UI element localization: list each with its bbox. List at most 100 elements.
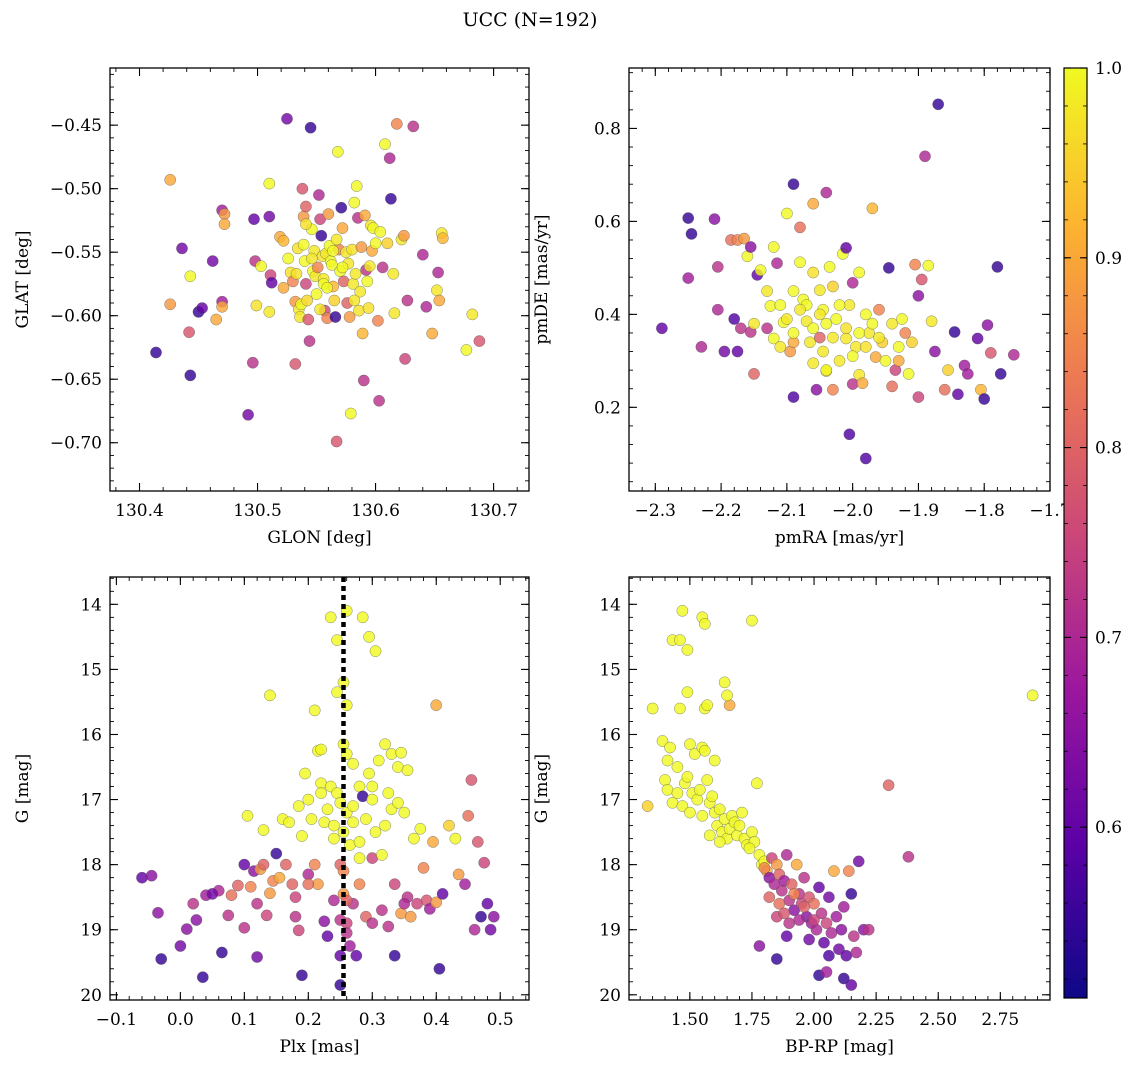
data-point xyxy=(948,326,961,338)
data-point xyxy=(322,208,335,220)
data-point xyxy=(379,819,391,832)
data-point xyxy=(713,836,726,848)
data-point xyxy=(825,927,838,939)
data-point xyxy=(701,699,713,711)
data-point xyxy=(661,784,674,796)
y-tick-label: 0.8 xyxy=(594,119,621,139)
colorbar-tick-label: 0.8 xyxy=(1095,439,1122,459)
data-point xyxy=(244,881,257,893)
axes-frame xyxy=(109,67,530,492)
data-point xyxy=(277,282,290,294)
data-point xyxy=(324,611,337,624)
data-point xyxy=(846,277,859,289)
data-point xyxy=(388,307,401,319)
data-point xyxy=(866,202,879,215)
data-point xyxy=(803,933,815,946)
data-point xyxy=(712,303,724,316)
data-point xyxy=(743,842,756,855)
data-point xyxy=(846,350,859,362)
y-axis-label: GLAT [deg] xyxy=(13,230,33,328)
colorbar-tick-label: 0.7 xyxy=(1095,628,1122,648)
data-point xyxy=(823,261,836,273)
data-point xyxy=(282,252,294,265)
data-point xyxy=(328,832,340,845)
data-point xyxy=(994,368,1007,380)
data-point xyxy=(754,264,767,276)
data-point xyxy=(206,888,219,900)
data-point xyxy=(369,237,382,250)
data-point xyxy=(330,233,343,246)
data-point xyxy=(174,940,187,952)
data-point xyxy=(761,322,773,335)
data-point xyxy=(329,311,342,323)
data-point xyxy=(340,699,353,711)
data-point xyxy=(433,963,446,975)
data-point xyxy=(748,368,760,380)
data-point xyxy=(414,823,427,835)
data-point xyxy=(681,771,694,783)
data-point xyxy=(385,193,397,205)
data-point xyxy=(671,787,684,799)
data-point xyxy=(296,969,308,982)
panel-proper-motion: −2.3 −2.2 −2.1 −2.0 −1.9 −1.8 −1.7 0.2 0.4 0.6 0.8… xyxy=(532,67,1071,548)
data-point xyxy=(718,676,731,689)
data-point xyxy=(431,284,443,297)
data-point xyxy=(356,327,369,340)
data-point xyxy=(306,252,318,265)
data-point xyxy=(853,327,865,339)
data-point xyxy=(713,803,726,816)
data-point xyxy=(685,228,698,240)
data-point xyxy=(473,335,486,347)
data-point xyxy=(218,218,231,230)
data-point xyxy=(283,816,295,829)
data-point xyxy=(661,754,674,767)
data-point xyxy=(817,345,829,358)
data-point xyxy=(922,259,935,272)
data-point xyxy=(761,285,773,297)
data-point xyxy=(823,891,835,903)
data-point xyxy=(366,917,379,929)
data-point xyxy=(808,897,820,910)
data-point xyxy=(860,341,872,353)
data-point xyxy=(912,290,925,302)
data-point xyxy=(723,699,736,711)
data-point xyxy=(664,741,676,754)
y-tick-label: −0.50 xyxy=(50,180,102,200)
data-point xyxy=(807,322,819,335)
data-point xyxy=(731,345,744,358)
data-point xyxy=(708,754,721,767)
data-point xyxy=(430,896,442,909)
data-point xyxy=(321,930,334,942)
colorbar-tick-label: 0.6 xyxy=(1095,818,1122,838)
data-point xyxy=(465,774,478,786)
y-tick-label: 14 xyxy=(80,595,102,615)
y-ticks: 0.2 0.4 0.6 0.8 xyxy=(594,72,1050,483)
data-point xyxy=(330,435,343,448)
data-point xyxy=(308,704,321,717)
data-point xyxy=(744,241,757,253)
panel-glon-glat: 130.4 130.5 130.6 130.7 −0.70 −0.65 −0.60 −0.55… xyxy=(13,67,530,548)
data-point xyxy=(846,378,859,390)
data-point xyxy=(404,910,417,923)
data-point xyxy=(860,452,872,465)
data-point xyxy=(952,388,964,401)
y-tick-label: 17 xyxy=(80,791,102,811)
data-point xyxy=(331,686,343,698)
data-point xyxy=(300,278,312,290)
x-tick-label: −1.9 xyxy=(898,501,939,521)
colorbar: 0.6 0.7 0.8 0.9 1.0 xyxy=(1063,59,1122,999)
data-point xyxy=(392,797,404,809)
data-point xyxy=(721,689,733,702)
data-point xyxy=(833,355,846,367)
data-point xyxy=(804,336,816,349)
data-point xyxy=(666,797,679,809)
data-point xyxy=(433,294,446,307)
data-point xyxy=(222,909,235,922)
data-point xyxy=(753,940,766,952)
data-point xyxy=(358,374,370,387)
data-point xyxy=(280,858,292,871)
data-point xyxy=(873,331,885,344)
data-point xyxy=(302,868,315,881)
data-point xyxy=(827,331,839,344)
